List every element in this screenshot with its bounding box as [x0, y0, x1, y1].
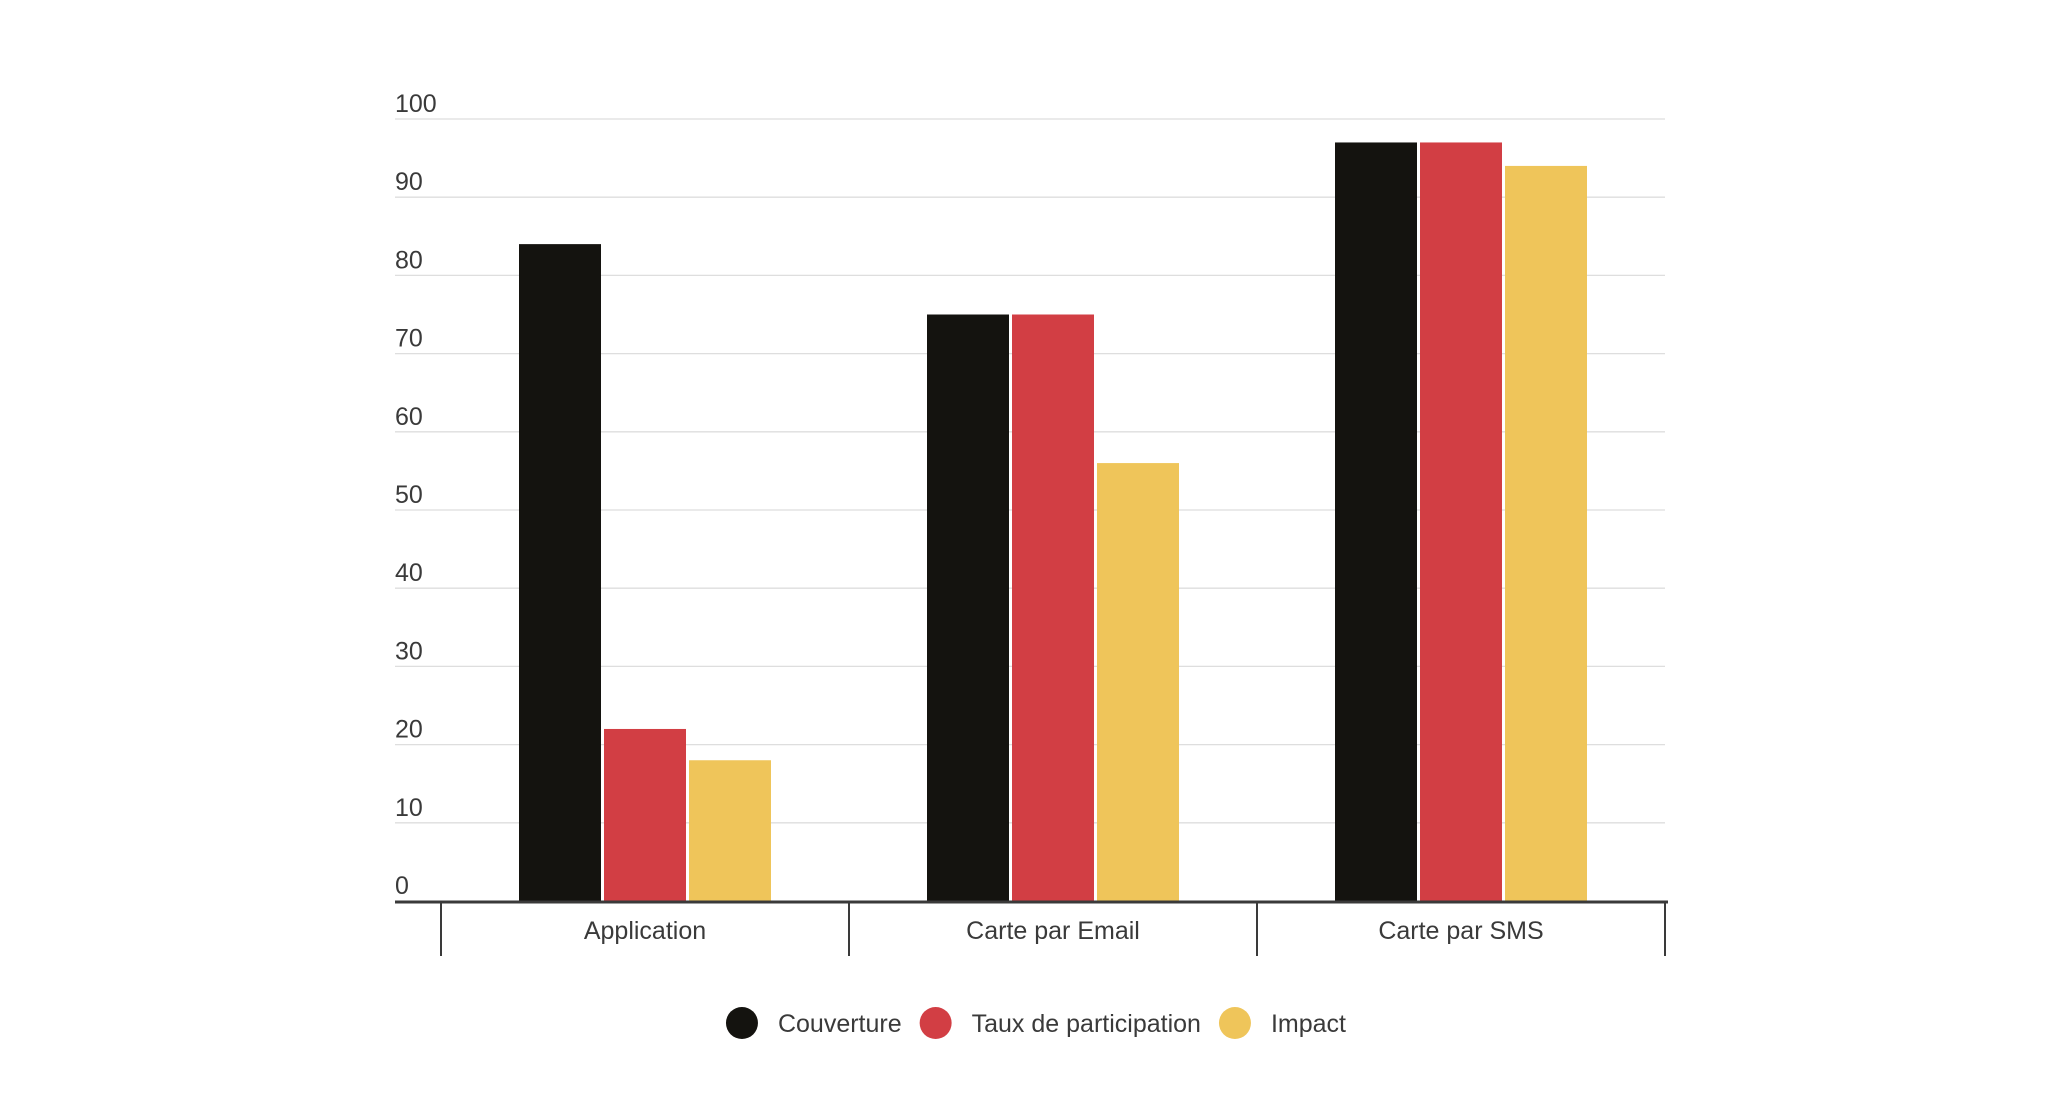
y-tick-label: 80 — [395, 246, 423, 274]
legend-label: Taux de participation — [972, 1010, 1201, 1038]
bar-carte-par-email-couverture — [927, 314, 1009, 901]
legend-swatch — [725, 1007, 758, 1039]
legend-swatch — [1218, 1007, 1251, 1039]
legend-item: Taux de participation — [919, 1007, 1201, 1039]
y-tick-label: 60 — [395, 403, 423, 431]
legend: Couverture Taux de participation Impact — [725, 1007, 1346, 1039]
y-tick-label: 90 — [395, 168, 423, 196]
y-tick-label: 50 — [395, 481, 423, 509]
bar-application-couverture — [519, 244, 601, 901]
y-tick-label: 30 — [395, 637, 423, 665]
bar-carte-par-sms-couverture — [1335, 142, 1417, 901]
x-category-label: Application — [584, 917, 706, 945]
y-tick-label: 40 — [395, 559, 423, 587]
y-tick-label: 10 — [395, 794, 423, 822]
legend-item: Impact — [1218, 1007, 1346, 1039]
legend-label: Couverture — [778, 1010, 902, 1038]
y-tick-label: 70 — [395, 325, 423, 353]
y-tick-label: 0 — [395, 872, 409, 900]
x-category-label: Carte par SMS — [1378, 917, 1543, 945]
y-axis-tick-labels: 0 10 20 30 40 50 60 70 80 90 100 — [395, 90, 437, 900]
legend-item: Couverture — [725, 1007, 902, 1039]
x-category-label: Carte par Email — [966, 917, 1140, 945]
bar-carte-par-sms-taux-de-participation — [1420, 142, 1502, 901]
legend-label: Impact — [1271, 1010, 1346, 1038]
bar-application-taux-de-participation — [604, 728, 686, 901]
bars — [519, 142, 1587, 902]
bar-carte-par-email-impact — [1097, 463, 1179, 901]
bar-carte-par-sms-impact — [1505, 165, 1587, 902]
bar-application-impact — [689, 760, 771, 901]
x-axis: Application Carte par Email Carte par SMS — [395, 900, 1668, 956]
y-tick-label: 100 — [395, 90, 437, 118]
legend-swatch — [919, 1007, 952, 1039]
y-tick-label: 20 — [395, 716, 423, 744]
bar-carte-par-email-taux-de-participation — [1012, 314, 1094, 901]
